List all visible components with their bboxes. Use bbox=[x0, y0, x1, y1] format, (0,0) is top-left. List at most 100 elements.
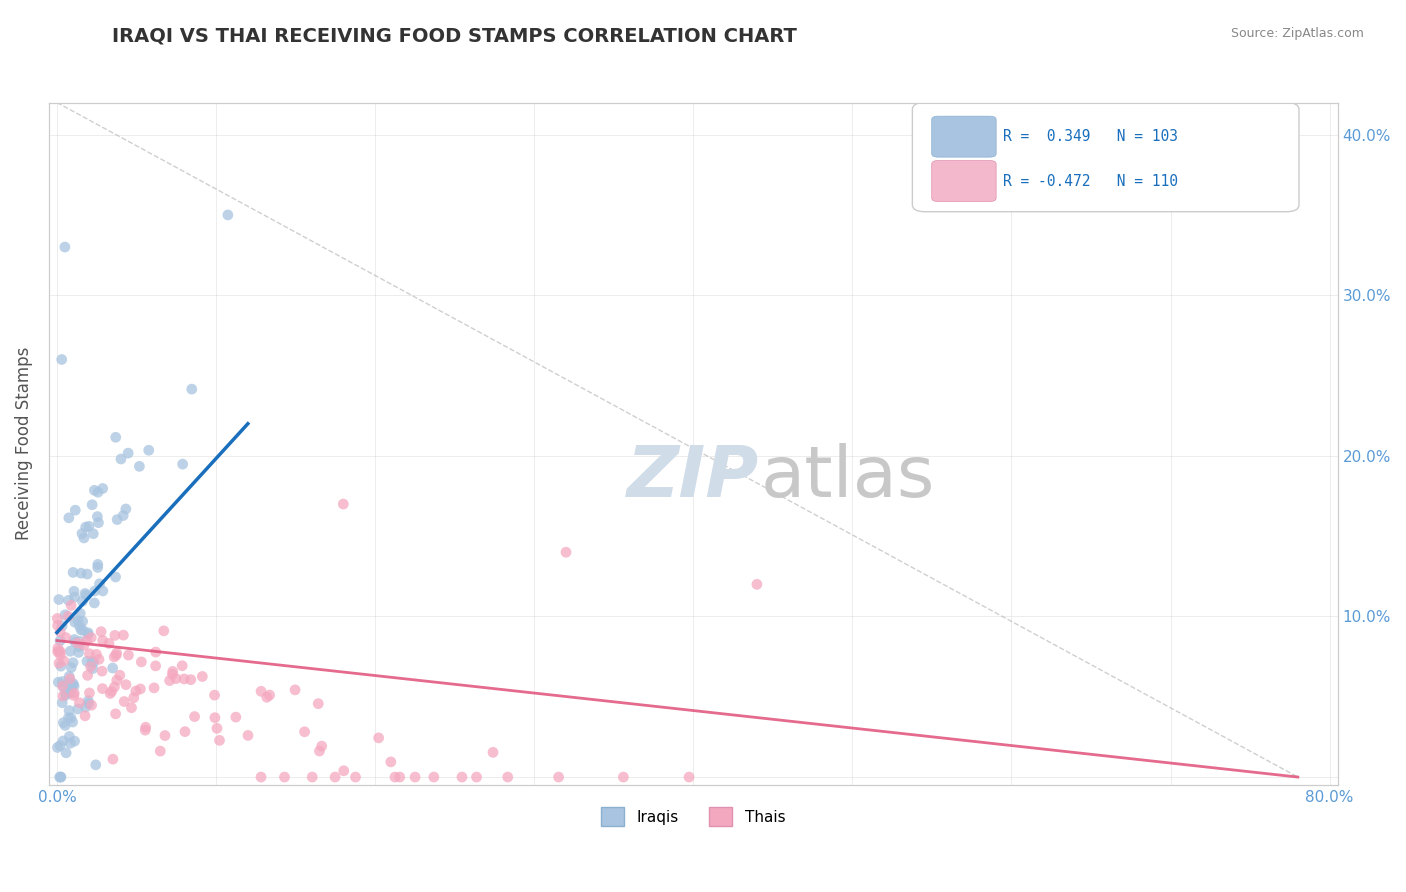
Point bbox=[129, 681, 152, 696]
Point bbox=[63, 632, 86, 647]
Point bbox=[294, 724, 316, 739]
Point bbox=[83, 596, 105, 610]
Point bbox=[53, 240, 76, 254]
Point bbox=[62, 676, 84, 690]
Point bbox=[301, 770, 323, 784]
Point bbox=[46, 645, 69, 659]
Point bbox=[49, 633, 72, 648]
Point bbox=[66, 636, 89, 650]
Point bbox=[465, 770, 488, 784]
Point bbox=[73, 586, 96, 600]
Point bbox=[46, 640, 69, 655]
Point bbox=[82, 498, 104, 512]
Point bbox=[55, 688, 77, 702]
Point bbox=[66, 702, 89, 716]
Point bbox=[75, 700, 97, 714]
Point bbox=[103, 680, 125, 694]
Point bbox=[384, 770, 406, 784]
Point bbox=[46, 675, 69, 690]
Point bbox=[58, 593, 80, 607]
Point bbox=[307, 697, 329, 711]
Point bbox=[51, 674, 73, 689]
Point bbox=[75, 520, 97, 534]
FancyBboxPatch shape bbox=[932, 116, 995, 157]
Point bbox=[115, 678, 138, 692]
Point bbox=[323, 770, 346, 784]
Point bbox=[105, 512, 128, 526]
Point bbox=[72, 594, 94, 608]
Point bbox=[105, 646, 128, 660]
Point bbox=[59, 672, 82, 686]
Point bbox=[284, 682, 307, 697]
Point bbox=[149, 744, 172, 758]
Point bbox=[62, 656, 84, 670]
Point bbox=[83, 655, 105, 669]
Point bbox=[79, 659, 101, 673]
Point bbox=[332, 764, 354, 778]
Point bbox=[86, 648, 108, 662]
Point bbox=[204, 688, 226, 702]
Point bbox=[75, 588, 97, 602]
Point bbox=[153, 729, 176, 743]
Point bbox=[69, 634, 91, 648]
Text: ZIP: ZIP bbox=[627, 443, 759, 512]
Point bbox=[205, 722, 228, 736]
Point bbox=[46, 740, 69, 755]
Point bbox=[308, 744, 330, 758]
Point bbox=[103, 649, 125, 664]
Point bbox=[138, 443, 160, 458]
Point bbox=[91, 482, 114, 496]
Point bbox=[63, 686, 86, 700]
Point bbox=[63, 679, 86, 693]
Point bbox=[612, 770, 634, 784]
Point bbox=[77, 627, 100, 641]
Point bbox=[58, 669, 80, 683]
Point bbox=[55, 746, 77, 760]
Point bbox=[105, 648, 128, 663]
Point bbox=[79, 686, 101, 700]
Point bbox=[180, 673, 202, 687]
Text: IRAQI VS THAI RECEIVING FOOD STAMPS CORRELATION CHART: IRAQI VS THAI RECEIVING FOOD STAMPS CORR… bbox=[112, 27, 797, 45]
Point bbox=[66, 614, 89, 628]
Point bbox=[173, 672, 195, 686]
Point bbox=[122, 690, 145, 705]
Point bbox=[59, 711, 82, 725]
Point bbox=[344, 770, 367, 784]
Point bbox=[49, 625, 72, 640]
Point bbox=[67, 696, 90, 710]
Point bbox=[49, 645, 72, 659]
Point bbox=[84, 757, 107, 772]
Point bbox=[79, 647, 101, 661]
Point bbox=[101, 661, 124, 675]
Text: Source: ZipAtlas.com: Source: ZipAtlas.com bbox=[1230, 27, 1364, 40]
Point bbox=[58, 704, 80, 718]
Text: atlas: atlas bbox=[761, 443, 935, 512]
Point bbox=[112, 508, 135, 523]
Point bbox=[172, 457, 194, 471]
Point bbox=[180, 382, 202, 396]
Point bbox=[62, 689, 84, 703]
Point bbox=[70, 566, 93, 581]
Point bbox=[62, 566, 84, 580]
Text: R =  0.349   N = 103: R = 0.349 N = 103 bbox=[1002, 129, 1178, 145]
Point bbox=[117, 446, 139, 460]
Point bbox=[58, 711, 80, 725]
Point bbox=[58, 730, 80, 744]
Point bbox=[83, 483, 105, 498]
FancyBboxPatch shape bbox=[912, 103, 1299, 211]
Point bbox=[75, 709, 97, 723]
Point bbox=[367, 731, 389, 745]
Point bbox=[70, 623, 93, 637]
Point bbox=[69, 607, 91, 621]
Point bbox=[273, 770, 295, 784]
Point bbox=[311, 739, 333, 753]
Point bbox=[91, 633, 114, 648]
Point bbox=[128, 459, 150, 474]
Point bbox=[165, 672, 187, 686]
Point bbox=[63, 584, 86, 599]
Point bbox=[97, 636, 120, 650]
Point bbox=[46, 611, 69, 625]
Point bbox=[72, 623, 94, 637]
Point bbox=[87, 652, 110, 666]
Point bbox=[678, 770, 700, 784]
